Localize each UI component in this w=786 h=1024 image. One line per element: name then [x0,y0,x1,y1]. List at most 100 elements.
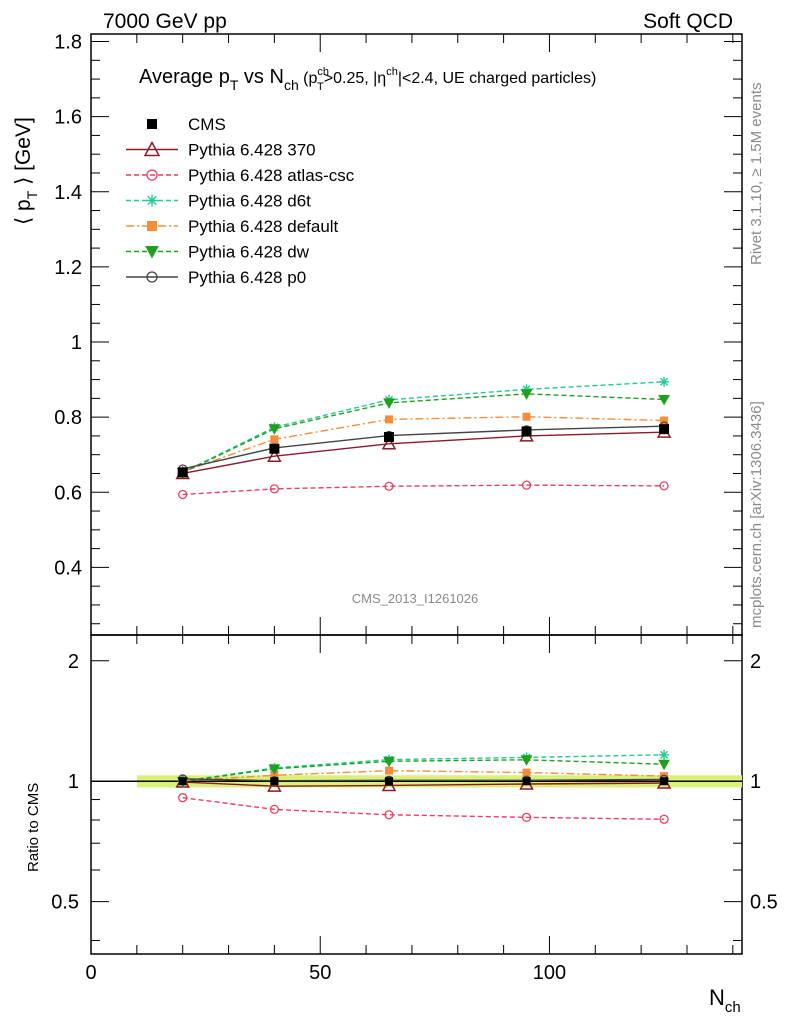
legend-entry: CMS [147,115,226,134]
marker-triangle-down [268,764,281,775]
series-5 [178,421,669,474]
tick-labels: 0 50 100 0.4 0.6 0.8 1 1.2 1.4 1.6 1.8 0.5 0.5 1 1 2 2 [51,32,778,984]
marker-circle [178,793,188,803]
marker-square [522,768,531,777]
marker-square [270,435,279,444]
series-line [182,431,665,475]
ratio-band-layer [91,775,742,788]
y-tick-label: 0.4 [54,557,82,579]
ratio-series-layer [175,749,672,824]
legend-label: Pythia 6.428 atlas-csc [188,166,355,185]
marker-star-arm [147,195,157,206]
marker-triangle-down [145,246,159,259]
series-1 [178,480,669,500]
y-tick-label: 1.4 [54,182,82,204]
marker-triangle-down [520,389,533,400]
y-tick-label: 1.8 [54,32,82,54]
legend-entry: Pythia 6.428 dw [126,243,310,262]
x-tick-label: 50 [309,962,331,984]
ratio-tick-label-right: 2 [750,651,761,673]
ratio-tick-label: 0.5 [51,892,79,914]
marker-square [384,766,393,775]
plot-title: Average pT vs Nch (pch T>0.25, |ηch|<2.4,… [139,66,596,93]
x-axis-label: Nch [709,985,741,1016]
legend-label: Pythia 6.428 370 [188,141,316,160]
legend-label: Pythia 6.428 default [188,217,339,236]
mcplots-label: mcplots.cern.ch [arXiv:1306.3436] [748,401,765,628]
ratio-tick-label-right: 1 [750,771,761,793]
marker-data [178,777,187,786]
ratio-plot-frame [90,634,743,955]
marker-circle [269,484,280,494]
watermark: CMS_2013_I1261026 [352,591,479,606]
y-tick-label: 0.8 [54,407,82,429]
marker-circle [269,804,280,815]
marker-circle [521,812,532,822]
legend: CMS Pythia 6.428 370 Pythia 6.428 atlas-cs… [126,115,355,287]
legend-entry: Pythia 6.428 d6t [126,192,311,211]
y-tick-label: 1.6 [54,107,82,129]
marker-star-arm [660,750,669,759]
header-left: 7000 GeV pp [103,10,227,33]
marker-triangle-down [658,759,670,771]
ratio-tick-label: 1 [68,771,79,793]
axis-ticks [90,34,742,954]
marker-square [660,772,669,781]
legend-entry: Pythia 6.428 default [126,217,339,236]
y-axis-label: ⟨ pT ⟩ [GeV] [12,117,40,225]
ratio-series-line [182,796,665,820]
marker-data [660,777,669,786]
marker-data [522,777,531,786]
legend-entry: Pythia 6.428 atlas-csc [126,166,355,185]
marker-data [383,432,394,443]
marker-triangle-down [658,394,670,406]
series-3 [178,412,669,476]
marker-square [522,412,531,421]
y-tick-label: 0.6 [54,482,82,504]
ratio-tick-label: 2 [68,651,79,673]
marker-star [659,749,670,760]
marker-data [659,424,670,435]
legend-label: CMS [188,115,226,134]
marker-triangle [267,778,282,792]
ratio-series-1 [178,793,669,824]
marker-square [270,771,279,780]
series-line [182,425,665,470]
series-line [182,381,665,473]
marker-circle [521,480,532,490]
main-series-layer [175,376,672,500]
legend-entry: Pythia 6.428 370 [126,141,316,160]
ratio-data-series [178,777,669,786]
legend-entry: Pythia 6.428 p0 [126,268,306,287]
marker-square [147,221,157,231]
y-tick-label: 1 [71,332,82,354]
rivet-label: Rivet 3.1.10, ≥ 1.5M events [748,83,765,266]
y-tick-label: 1.2 [54,257,82,279]
marker-circle [384,481,394,491]
marker-circle [146,169,158,181]
marker-triangle [143,140,161,157]
marker-data [147,119,157,129]
series-line [182,484,665,496]
marker-circle [659,481,669,491]
ratio-axis-label: Ratio to CMS [25,783,42,872]
marker-triangle [381,436,397,450]
ratio-series-line [182,769,665,782]
marker-square [660,416,669,425]
series-line [182,416,665,473]
marker-star [146,194,158,207]
header-right: Soft QCD [643,10,733,33]
data-series [177,424,670,478]
marker-square [384,415,393,424]
x-tick-label: 0 [85,962,96,984]
marker-star-arm [660,377,669,386]
marker-triangle-down [268,424,281,435]
ratio-series-line [182,781,665,787]
marker-triangle [267,448,282,462]
legend-label: Pythia 6.428 d6t [188,192,311,211]
marker-triangle-down [520,755,533,766]
marker-circle [659,814,669,824]
marker-circle [146,271,158,283]
ratio-tick-label-right: 0.5 [750,892,778,914]
